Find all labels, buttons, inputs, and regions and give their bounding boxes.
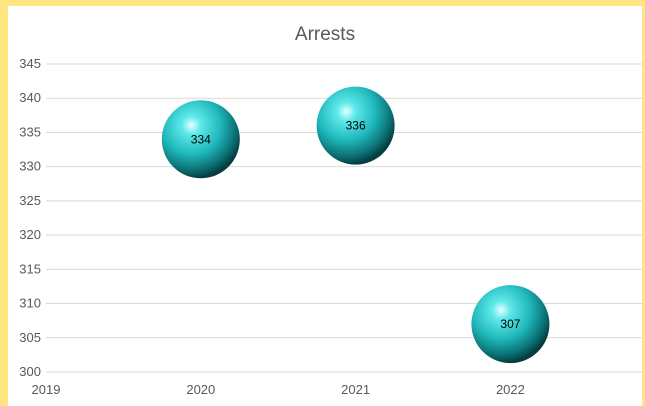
data-label: 307 — [500, 317, 520, 331]
y-tick-label: 325 — [19, 193, 41, 208]
data-label: 336 — [346, 119, 366, 133]
y-tick-label: 300 — [19, 364, 41, 379]
y-tick-label: 310 — [19, 296, 41, 311]
y-tick-label: 340 — [19, 90, 41, 105]
y-tick-label: 345 — [19, 56, 41, 71]
x-tick-label: 2021 — [341, 382, 370, 397]
y-tick-label: 305 — [19, 330, 41, 345]
data-point — [316, 86, 395, 165]
x-tick-label: 2019 — [32, 382, 61, 397]
x-tick-label: 2020 — [186, 382, 215, 397]
x-tick-label: 2022 — [496, 382, 525, 397]
y-tick-label: 320 — [19, 227, 41, 242]
chart-title: Arrests — [294, 24, 356, 45]
chart-area: Arrests 300 305 310 315 320 325 330 335 340 345 20… — [8, 6, 642, 406]
y-tick-label: 330 — [19, 159, 41, 174]
y-tick-label: 335 — [19, 124, 41, 139]
data-point — [471, 285, 550, 364]
scatter-plot: 300 305 310 315 320 325 330 335 340 345 2019 2020 20… — [19, 56, 642, 397]
data-label: 334 — [191, 132, 211, 146]
y-tick-label: 315 — [19, 261, 41, 276]
data-point — [161, 100, 240, 179]
